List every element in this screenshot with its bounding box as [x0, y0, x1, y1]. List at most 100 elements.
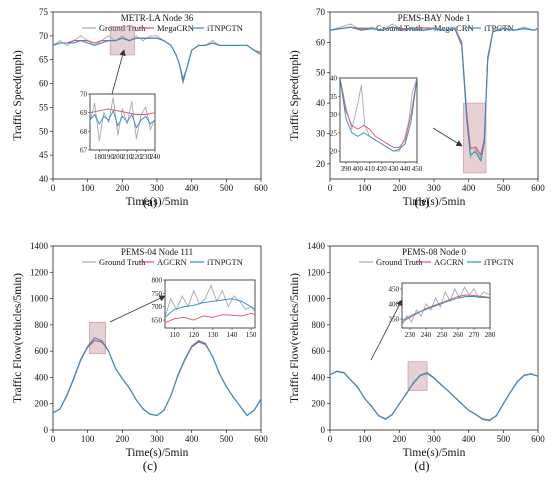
y-tick-label: 400	[312, 372, 326, 382]
data-point	[178, 63, 181, 66]
inset-data-point	[250, 306, 252, 308]
data-point	[66, 44, 68, 47]
data-point	[492, 29, 494, 31]
plot-frame	[329, 245, 539, 431]
data-point	[53, 412, 54, 414]
data-point	[343, 372, 345, 374]
y-tick-label: 55	[39, 102, 49, 112]
data-point	[537, 26, 538, 28]
data-point	[523, 28, 525, 30]
y-tick-label: 1000	[307, 294, 326, 304]
panel-title: PEMS-08 Node 0	[402, 247, 467, 257]
inset-data-point	[98, 140, 100, 142]
inset-data-point	[406, 315, 408, 317]
data-point	[191, 49, 193, 51]
inset-frame	[339, 77, 418, 163]
data-point	[66, 394, 68, 396]
inset-y-tick-label: 20	[330, 148, 338, 156]
x-tick-label: 600	[254, 183, 268, 193]
data-point	[107, 40, 110, 42]
x-tick-label: 600	[254, 434, 268, 444]
inset-data-point	[430, 309, 432, 311]
x-tick-label: 200	[116, 434, 130, 444]
data-point	[135, 37, 137, 39]
inset-data-point	[351, 128, 353, 130]
inset-data-point	[244, 308, 246, 310]
data-point	[66, 42, 68, 44]
inset-data-point	[98, 123, 100, 125]
data-point	[330, 29, 331, 31]
inset-data-point	[425, 308, 427, 310]
inset-x-tick-label: 430	[388, 165, 399, 173]
data-point	[523, 26, 525, 28]
inset-data-point	[254, 311, 255, 313]
data-point	[94, 340, 96, 342]
inset-data-point	[357, 128, 359, 130]
data-point	[371, 26, 373, 28]
inset-data-point	[108, 121, 110, 123]
inset-data-point	[241, 300, 243, 302]
inset-data-point	[135, 127, 137, 129]
legend-entry: Ground Truth	[376, 257, 423, 267]
inset-data-point	[174, 318, 176, 320]
series-group	[330, 370, 538, 422]
x-tick-label: 100	[358, 183, 372, 193]
data-point	[73, 42, 75, 44]
data-point	[350, 26, 352, 28]
data-point	[440, 383, 442, 386]
inset-data-point	[126, 123, 128, 125]
zoom-arrow	[111, 49, 126, 95]
inset-data-point	[135, 114, 137, 115]
inset-data-point	[489, 294, 490, 296]
inset-data-point	[410, 121, 412, 123]
inset-data-point	[398, 146, 400, 148]
data-point	[537, 375, 538, 377]
legend-entry: iTNPGTN	[207, 23, 243, 33]
x-tick-label: 500	[497, 434, 511, 444]
y-tick-label: 1200	[30, 267, 49, 277]
x-tick-label: 500	[220, 183, 234, 193]
legend-entry: Mega-CRN	[434, 23, 474, 33]
data-point	[121, 35, 123, 37]
inset-y-tick-label: 750	[152, 290, 163, 298]
panel-caption: (b)	[414, 194, 429, 209]
data-point	[225, 386, 227, 388]
data-point	[100, 340, 103, 342]
x-tick-label: 500	[497, 183, 511, 193]
inset-x-tick-label: 190	[103, 153, 114, 161]
data-point	[218, 372, 220, 375]
data-point	[466, 120, 468, 122]
x-tick-label: 200	[393, 183, 407, 193]
y-axis-title: Traffic Flow(vehicles/5min)	[289, 273, 301, 403]
inset-data-point	[345, 117, 347, 119]
x-tick-label: 300	[427, 183, 441, 193]
data-point	[156, 414, 158, 417]
inset-data-point	[202, 302, 204, 304]
inset-data-point	[181, 295, 183, 297]
data-point	[80, 359, 82, 361]
inset-data-point	[250, 312, 252, 314]
data-point	[182, 83, 184, 85]
inset-data-point	[411, 321, 413, 323]
inset-data-point	[433, 305, 435, 307]
data-point	[469, 154, 471, 156]
inset-x-tick-label: 230	[140, 153, 151, 161]
data-point	[198, 44, 200, 47]
inset-panel: 390 400 410 420 430 440 450 20 25 30 35 40	[330, 75, 423, 174]
inset-data-point	[126, 112, 128, 114]
inset-data-point	[402, 320, 403, 321]
data-point	[260, 54, 261, 56]
x-tick-label: 0	[328, 183, 333, 193]
data-point	[107, 350, 110, 352]
y-tick-label: 0	[44, 425, 49, 435]
inset-data-point	[433, 305, 435, 306]
inset-data-point	[154, 112, 155, 114]
inset-data-point	[212, 300, 214, 302]
inset-data-point	[439, 306, 441, 308]
inset-frame	[401, 282, 491, 329]
data-point	[350, 23, 352, 25]
y-tick-label: 0	[321, 425, 326, 435]
y-tick-label: 600	[312, 346, 326, 356]
data-point	[468, 409, 470, 412]
inset-data-point	[402, 324, 403, 326]
